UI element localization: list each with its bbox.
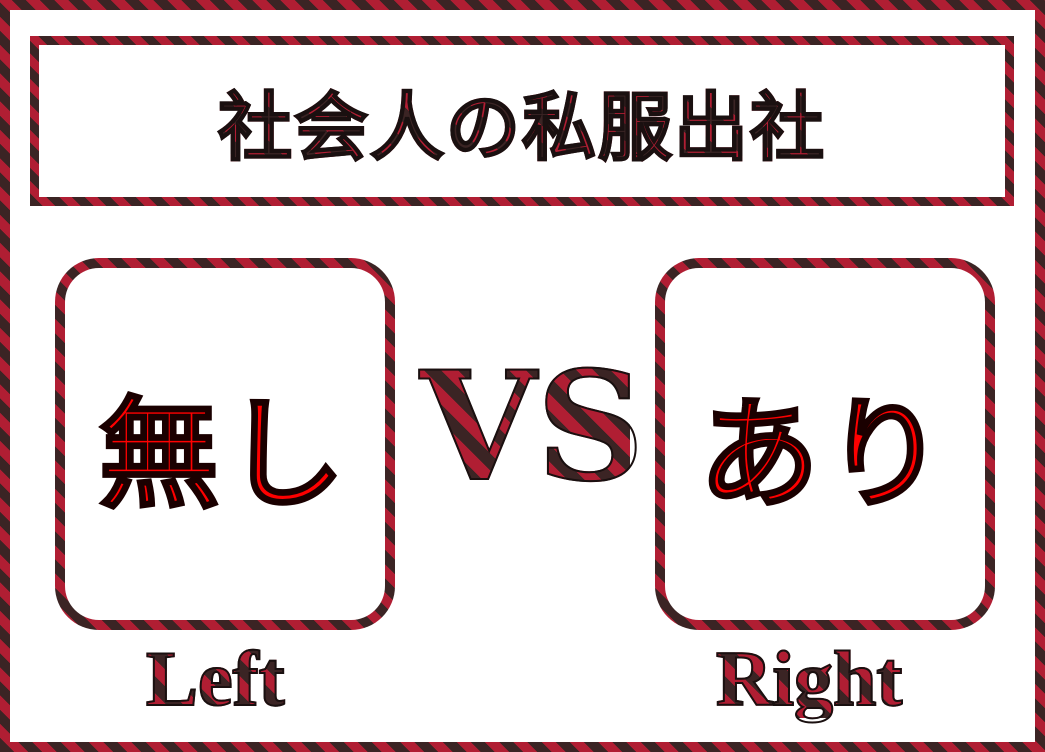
right-choice-card[interactable]: あり <box>655 258 995 630</box>
left-caption: Left <box>145 635 286 722</box>
title-banner: 社会人の私服出社 <box>30 36 1014 206</box>
right-choice-text: あり <box>698 383 951 527</box>
page-title: 社会人の私服出社 <box>217 68 826 175</box>
left-choice-card[interactable]: 無し <box>55 258 395 630</box>
vs-label: VS <box>419 339 646 515</box>
right-caption: Right <box>715 635 903 722</box>
left-choice-text: 無し <box>98 383 351 527</box>
